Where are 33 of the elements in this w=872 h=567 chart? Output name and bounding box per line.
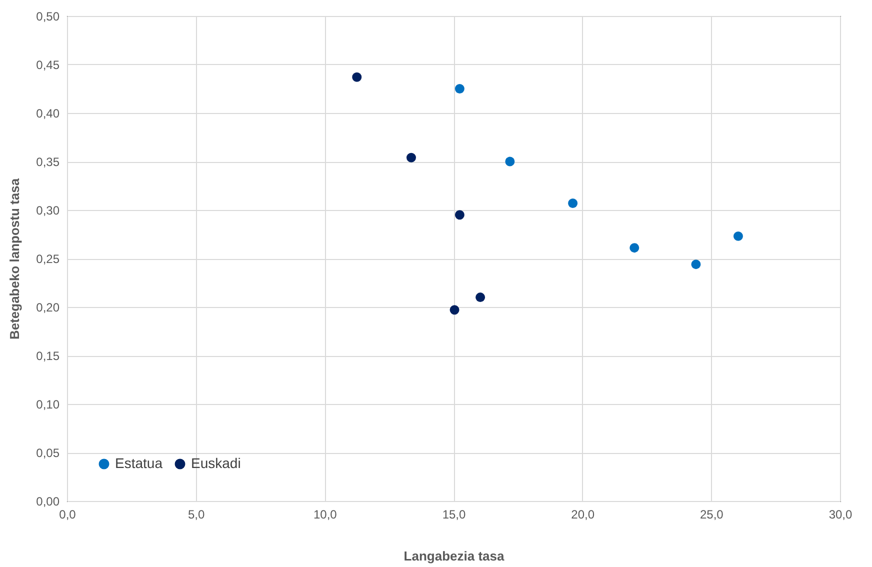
y-tick-label: 0,00 [36,494,60,508]
x-tick-label: 20,0 [571,508,595,522]
y-tick-label: 0,25 [36,252,60,266]
x-tick-label: 5,0 [188,508,205,522]
point [691,260,701,270]
y-tick-label: 0,45 [36,58,60,72]
legend-label: Euskadi [191,455,241,471]
point [454,210,464,220]
y-tick-label: 0,35 [36,155,60,169]
point [450,305,460,315]
y-tick-label: 0,10 [36,398,60,412]
x-tick-label: 10,0 [313,508,338,522]
x-tick-label: 15,0 [442,508,466,522]
y-tick-label: 0,20 [36,300,60,314]
legend-label: Estatua [115,455,163,471]
point [505,156,515,166]
point [733,231,743,241]
point [352,72,362,82]
y-tick-label: 0,40 [36,106,60,120]
y-tick-label: 0,05 [36,446,60,460]
x-axis-title: Langabezia tasa [404,548,505,564]
x-tick-label: 30,0 [828,508,852,522]
y-tick-label: 0,50 [36,10,60,24]
y-tick-label: 0,15 [36,349,60,363]
point [568,198,578,208]
point [406,152,416,162]
x-tick-label: 0,0 [59,508,76,522]
point [454,84,464,94]
y-axis-title: Betegabeko lanpostu tasa [7,178,22,340]
x-tick-label: 25,0 [700,508,724,522]
point [630,243,640,253]
point [476,292,486,302]
y-tick-label: 0,30 [36,204,60,218]
